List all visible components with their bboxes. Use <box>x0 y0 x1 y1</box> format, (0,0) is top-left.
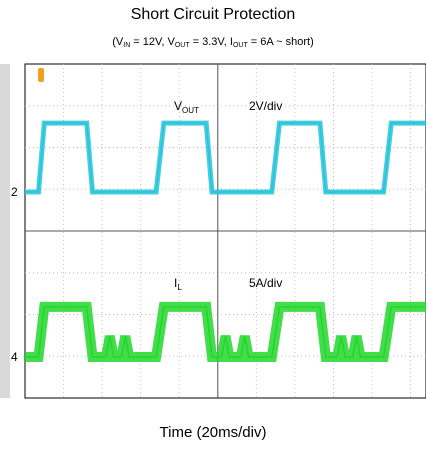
scale-label-vout: 2V/div <box>249 99 282 113</box>
chart-subtitle: (VIN = 12V, VOUT = 3.3V, IOUT = 6A ~ sho… <box>112 36 314 49</box>
scale-label-il: 5A/div <box>249 276 282 290</box>
channel-marker-vout: 2 <box>11 185 18 199</box>
trace-vout-core <box>25 122 426 193</box>
series-label-vout: VOUT <box>174 99 199 115</box>
channel-labels: 2 4 VOUT 2V/div IL 5A/div <box>11 99 282 364</box>
trigger-marker <box>38 68 44 82</box>
channel-marker-il: 4 <box>11 350 18 364</box>
chart-title: Short Circuit Protection <box>130 6 296 23</box>
left-gutter <box>0 64 10 398</box>
x-axis-label: Time (20ms/div) <box>159 424 267 441</box>
trace-il-core <box>25 306 426 358</box>
series-label-il: IL <box>174 276 182 292</box>
trace-vout <box>25 120 426 195</box>
traces <box>25 120 426 362</box>
